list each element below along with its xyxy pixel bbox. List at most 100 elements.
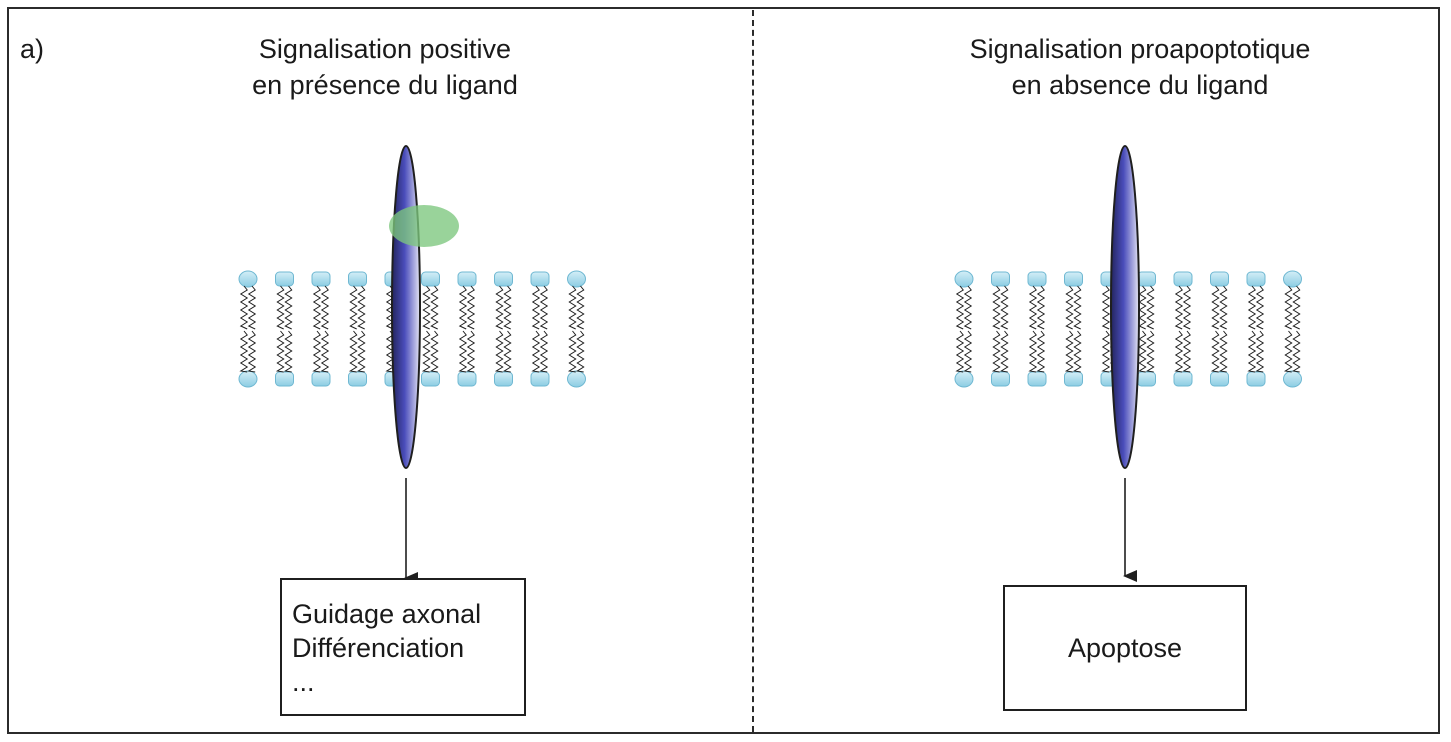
lipid-tail bbox=[1138, 285, 1147, 330]
lipid-tail bbox=[991, 330, 1001, 373]
lipid-head bbox=[1246, 371, 1266, 387]
lipid-tail bbox=[1182, 285, 1192, 330]
lipid-head bbox=[1027, 371, 1047, 387]
outcome-box-right: Apoptose bbox=[1003, 585, 1247, 711]
left-title-line-2: en présence du ligand bbox=[252, 70, 518, 100]
lipid-tail bbox=[992, 285, 1001, 330]
lipid-head bbox=[1246, 271, 1266, 287]
lipid-head bbox=[311, 371, 331, 387]
outcome-box-left: Guidage axonal Différenciation ... bbox=[280, 578, 526, 716]
panel-label: a) bbox=[20, 34, 45, 64]
lipid-tail bbox=[458, 330, 468, 373]
right-panel-title: Signalisation proapoptotique en absence … bbox=[910, 31, 1370, 103]
lipid-tail bbox=[1072, 330, 1082, 373]
lipid-tail bbox=[1028, 330, 1038, 373]
lipid-tail bbox=[568, 285, 577, 330]
lipid-tail bbox=[1174, 285, 1184, 330]
lipid-tail bbox=[1210, 330, 1220, 373]
panel-divider bbox=[752, 10, 754, 732]
lipid-head bbox=[1137, 271, 1156, 287]
lipid-tail bbox=[421, 330, 431, 373]
lipid-head bbox=[1283, 270, 1302, 288]
lipid-tail bbox=[1284, 285, 1293, 330]
lipid-head bbox=[991, 371, 1010, 387]
lipid-head bbox=[494, 371, 513, 387]
lipid-tail bbox=[531, 285, 541, 330]
receptor-left bbox=[391, 145, 421, 469]
lipid-tail bbox=[539, 330, 549, 373]
lipid-head bbox=[421, 271, 440, 287]
receptor-right bbox=[1110, 145, 1140, 469]
lipid-tail bbox=[1101, 330, 1111, 373]
lipid-tail bbox=[1145, 330, 1155, 373]
lipid-tail bbox=[356, 330, 366, 373]
lipid-head bbox=[275, 371, 294, 387]
lipid-tail bbox=[1000, 285, 1009, 330]
lipid-tail bbox=[955, 330, 965, 373]
lipid-head bbox=[348, 271, 367, 287]
lipid-head bbox=[1064, 271, 1083, 287]
lipid-tail bbox=[458, 285, 468, 330]
lipid-head bbox=[494, 271, 513, 287]
lipid-head bbox=[348, 371, 367, 387]
lipid-tail bbox=[1255, 330, 1265, 373]
lipid-tail bbox=[1292, 285, 1301, 330]
lipid-tail bbox=[239, 285, 249, 330]
lipid-tail bbox=[963, 330, 973, 373]
lipid-tail bbox=[283, 330, 293, 373]
lipid-tail bbox=[1064, 330, 1074, 373]
lipid-bilayer-right bbox=[954, 270, 1302, 388]
lipid-head bbox=[457, 371, 477, 387]
lipid-tail bbox=[1174, 330, 1184, 373]
lipid-tail bbox=[963, 285, 973, 330]
lipid-tail bbox=[312, 285, 322, 330]
lipid-tail bbox=[312, 330, 322, 373]
lipid-tail bbox=[284, 285, 293, 330]
lipid-tail bbox=[1028, 285, 1038, 330]
lipid-tail bbox=[502, 330, 512, 373]
lipid-head bbox=[1283, 370, 1302, 388]
lipid-tail bbox=[429, 330, 439, 373]
lipid-tail bbox=[531, 330, 541, 373]
lipid-tail bbox=[575, 330, 585, 373]
ligand bbox=[389, 205, 459, 247]
lipid-tail bbox=[1219, 285, 1228, 330]
lipid-tail bbox=[276, 285, 285, 330]
lipid-tail bbox=[503, 285, 512, 330]
lipid-tail bbox=[1255, 285, 1265, 330]
lipid-tail bbox=[1211, 285, 1220, 330]
lipid-tail bbox=[494, 330, 504, 373]
lipid-tail bbox=[1036, 285, 1046, 330]
lipid-tail bbox=[1101, 285, 1111, 330]
lipid-head bbox=[567, 270, 586, 288]
lipid-tail bbox=[495, 285, 504, 330]
lipid-tail bbox=[1291, 330, 1301, 373]
right-title-line-1: Signalisation proapoptotique bbox=[969, 34, 1311, 64]
outcome-apoptose: Apoptose bbox=[1067, 632, 1183, 663]
lipid-head bbox=[311, 271, 331, 287]
lipid-tail bbox=[247, 285, 257, 330]
figure-frame bbox=[7, 7, 1440, 734]
lipid-head bbox=[991, 271, 1010, 287]
lipid-tail bbox=[466, 330, 476, 373]
lipid-head bbox=[238, 270, 258, 288]
lipid-head bbox=[1210, 271, 1229, 287]
lipid-tail bbox=[275, 330, 285, 373]
lipid-tail bbox=[999, 330, 1009, 373]
lipid-head bbox=[1027, 271, 1047, 287]
lipid-tail bbox=[320, 285, 330, 330]
lipid-tail bbox=[955, 285, 965, 330]
lipid-head bbox=[1173, 271, 1193, 287]
lipid-tail bbox=[1247, 330, 1257, 373]
lipid-tail bbox=[357, 285, 366, 330]
lipid-tail bbox=[1182, 330, 1192, 373]
lipid-tail bbox=[247, 330, 257, 373]
right-title-line-2: en absence du ligand bbox=[1011, 70, 1269, 100]
lipid-tail bbox=[348, 330, 358, 373]
lipid-head bbox=[1137, 371, 1156, 387]
lipid-tail bbox=[422, 285, 431, 330]
left-title-line-1: Signalisation positive bbox=[258, 34, 512, 64]
lipid-tail bbox=[430, 285, 439, 330]
lipid-tail bbox=[320, 330, 330, 373]
